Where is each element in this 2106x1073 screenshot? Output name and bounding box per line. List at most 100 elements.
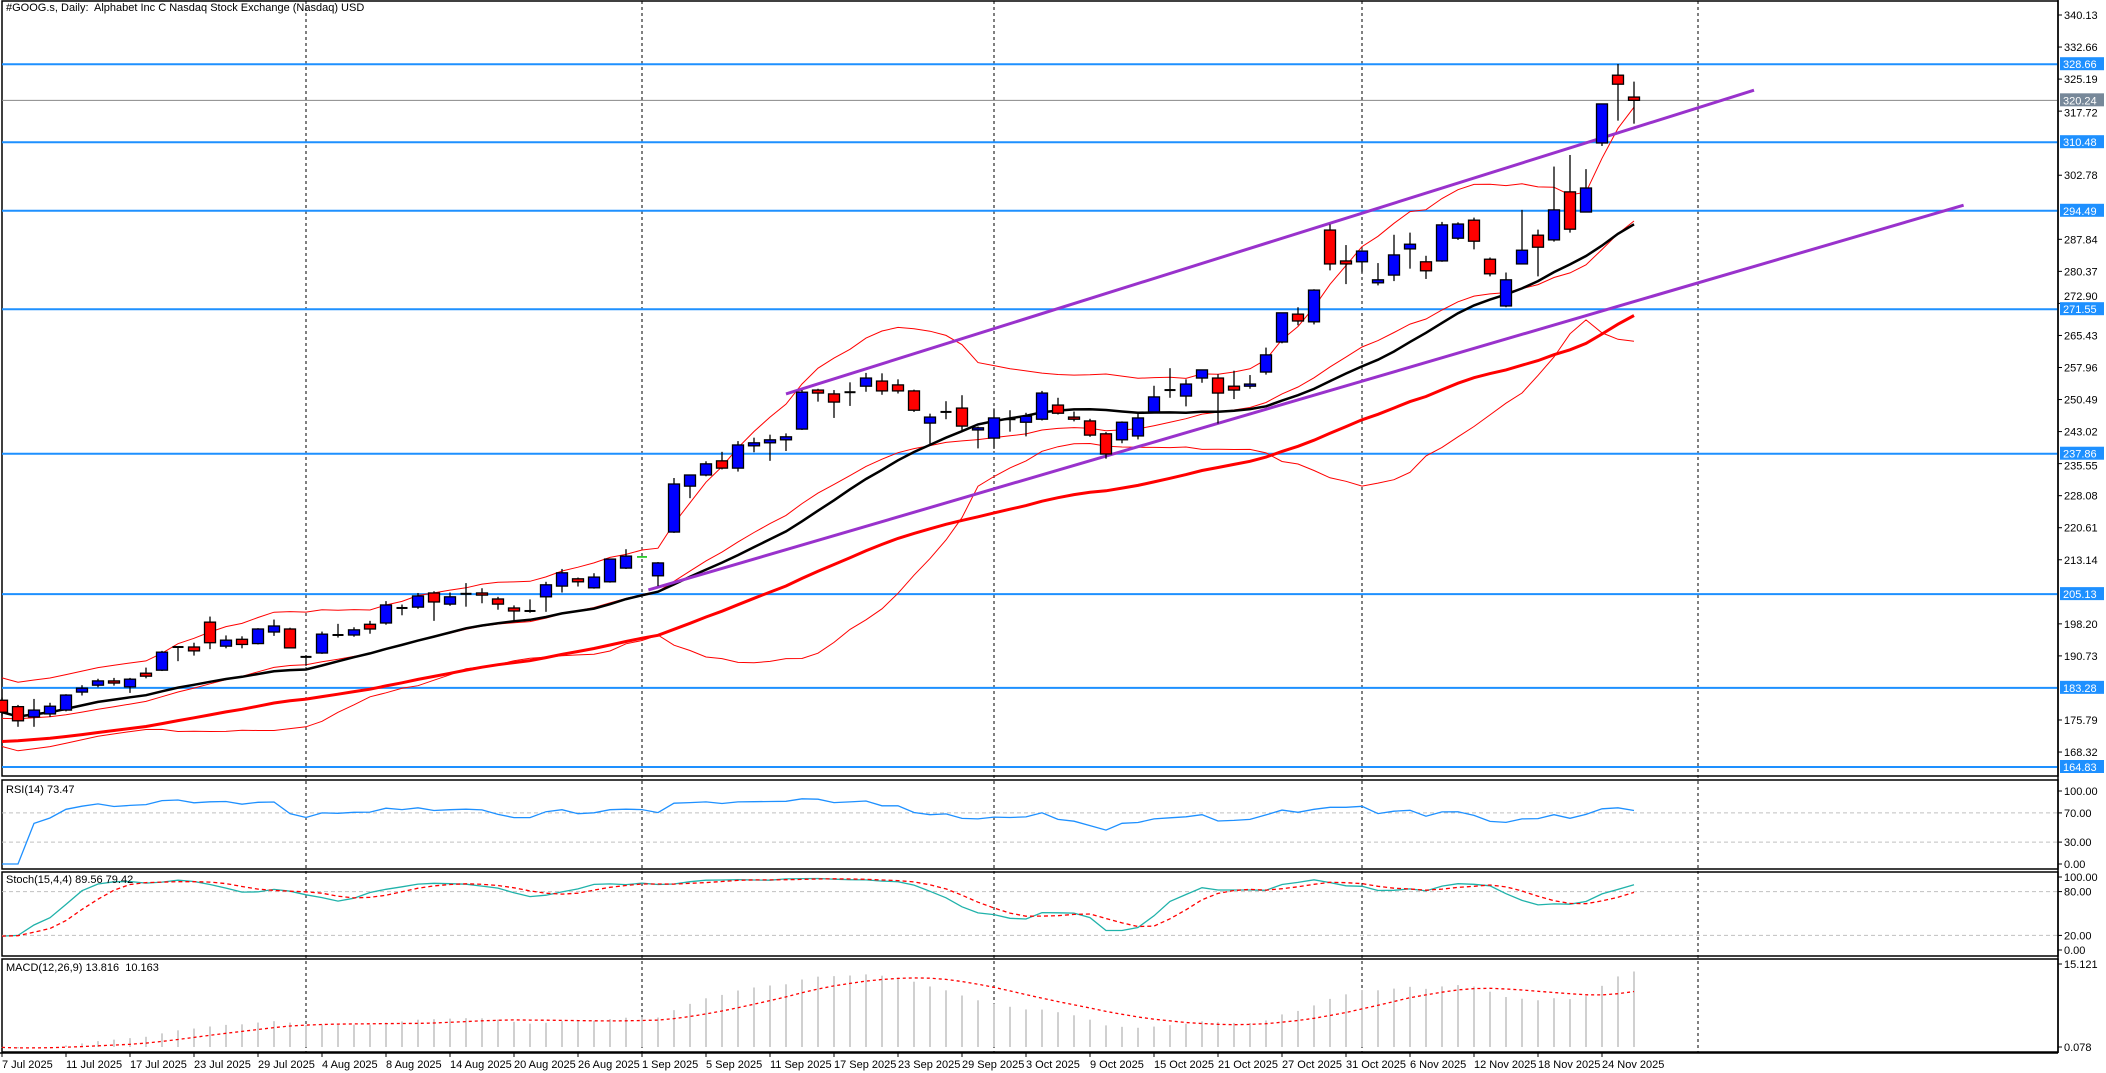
candle-body — [43, 705, 57, 715]
candle-body — [699, 463, 713, 476]
candle — [283, 627, 297, 649]
candle-body — [1547, 209, 1561, 241]
candle-body — [427, 592, 441, 603]
candle-body — [443, 596, 457, 605]
date-label: 7 Jul 2025 — [2, 1059, 53, 1071]
candle — [1147, 385, 1161, 414]
candle-body — [875, 380, 889, 392]
candle-body — [379, 604, 393, 624]
chart-title: #GOOG.s, Daily: Alphabet Inc C Nasdaq St… — [6, 2, 365, 14]
stoch-k-line — [1, 877, 1635, 937]
candle-body — [1499, 279, 1513, 307]
candle-body — [923, 416, 937, 424]
candle — [1531, 229, 1545, 277]
candle — [1291, 307, 1305, 326]
candle-body — [619, 555, 633, 569]
candle — [460, 583, 472, 607]
price-tick-label: 287.84 — [2064, 234, 2098, 246]
date-label: 26 Aug 2025 — [578, 1059, 640, 1071]
candle — [891, 379, 905, 394]
candle-body — [955, 407, 969, 427]
date-label: 9 Oct 2025 — [1090, 1059, 1144, 1071]
macd-tick-label: 0.078 — [2064, 1042, 2092, 1054]
candle-body — [1275, 312, 1289, 343]
candle — [1547, 166, 1561, 242]
candle — [1051, 397, 1065, 415]
date-label: 5 Sep 2025 — [706, 1059, 762, 1071]
candle — [155, 650, 169, 672]
candle — [524, 599, 536, 613]
bollinger-lower-line — [1, 319, 1635, 752]
date-label: 15 Oct 2025 — [1154, 1059, 1214, 1071]
rsi-line — [2, 798, 1635, 865]
price-tick-label: 325.19 — [2064, 74, 2098, 86]
candle — [603, 558, 617, 583]
date-label: 17 Jul 2025 — [130, 1059, 187, 1071]
candle — [203, 616, 217, 650]
candle-body — [267, 625, 281, 633]
candle-body — [1307, 289, 1321, 323]
candle — [1595, 103, 1609, 146]
date-label: 3 Oct 2025 — [1026, 1059, 1080, 1071]
candle-body — [1291, 313, 1305, 322]
candle — [1387, 234, 1401, 282]
candle — [1179, 379, 1193, 407]
candle-body — [107, 680, 121, 684]
level-price-label: 320.24 — [2063, 95, 2097, 107]
trendline-lower-channel — [647, 203, 1965, 592]
candle-body — [1483, 258, 1497, 275]
level-price-label: 271.55 — [2063, 304, 2097, 316]
rsi-panel — [1, 779, 2059, 870]
stoch-label: Stoch(15,4,4) 89.56 79.42 — [6, 874, 134, 886]
candle-body — [1435, 224, 1449, 262]
candle — [763, 434, 777, 461]
level-price-tag — [2060, 760, 2104, 773]
candle — [971, 426, 985, 449]
candle-body — [587, 576, 601, 589]
price-tick-label: 228.08 — [2064, 491, 2098, 503]
price-tick-label: 332.66 — [2064, 42, 2098, 54]
stoch-panel — [1, 871, 2059, 957]
price-tick-label: 250.49 — [2064, 395, 2098, 407]
price-tick-label: 190.73 — [2064, 651, 2098, 663]
candle — [396, 604, 408, 616]
candle — [747, 437, 761, 453]
candle-body — [491, 598, 505, 605]
candle-body — [11, 705, 25, 722]
candle — [1563, 154, 1577, 233]
candle — [1419, 255, 1433, 279]
candle — [1483, 257, 1497, 277]
macd-signal-line — [1, 977, 1635, 1049]
candle — [1339, 245, 1353, 285]
candle-body — [1515, 249, 1529, 265]
candle — [587, 573, 601, 589]
candle-body — [283, 628, 297, 649]
candle-body — [91, 680, 105, 686]
candle — [332, 623, 344, 638]
macd-tick-label: 15.121 — [2064, 959, 2098, 971]
date-label: 14 Aug 2025 — [450, 1059, 512, 1071]
candle — [1627, 81, 1641, 124]
level-price-tag — [2060, 587, 2104, 601]
price-tick-label: 272.90 — [2064, 291, 2098, 303]
level-price-label: 310.48 — [2063, 137, 2097, 149]
level-price-label: 237.86 — [2063, 449, 2097, 461]
level-price-tag — [2060, 57, 2104, 71]
candle — [539, 581, 553, 612]
level-price-label: 164.83 — [2063, 762, 2097, 774]
candle — [940, 401, 952, 420]
candle — [139, 667, 153, 679]
candle — [267, 619, 281, 636]
candle-body — [1355, 250, 1369, 263]
date-label: 27 Oct 2025 — [1282, 1059, 1342, 1071]
candle-body — [1419, 261, 1433, 272]
candle — [187, 642, 201, 656]
candle — [907, 389, 921, 412]
date-label: 17 Sep 2025 — [834, 1059, 896, 1071]
rsi-tick-label: 0.00 — [2064, 859, 2085, 871]
candle-body — [811, 389, 825, 394]
candle — [844, 382, 856, 406]
date-label: 6 Nov 2025 — [1410, 1059, 1466, 1071]
candle — [955, 395, 969, 430]
